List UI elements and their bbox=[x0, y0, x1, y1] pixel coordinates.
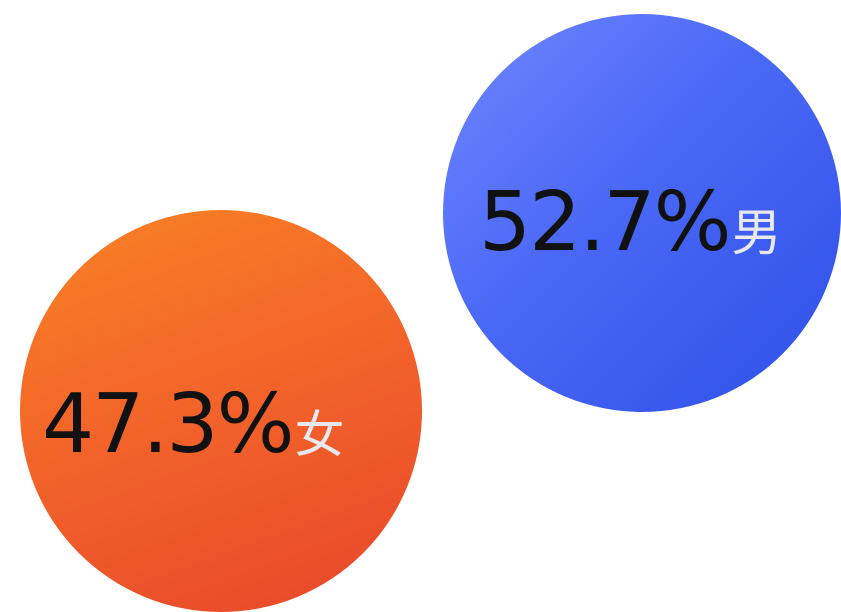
female-percentage: 47.3% bbox=[42, 377, 294, 472]
female-label-group: 47.3% 女 bbox=[42, 384, 345, 466]
male-label-group: 52.7% 男 bbox=[479, 182, 782, 264]
male-percentage: 52.7% bbox=[479, 175, 731, 270]
female-bubble: 47.3% 女 bbox=[20, 210, 422, 612]
male-label: 男 bbox=[731, 204, 782, 262]
female-label: 女 bbox=[294, 406, 345, 464]
male-bubble: 52.7% 男 bbox=[443, 14, 841, 412]
